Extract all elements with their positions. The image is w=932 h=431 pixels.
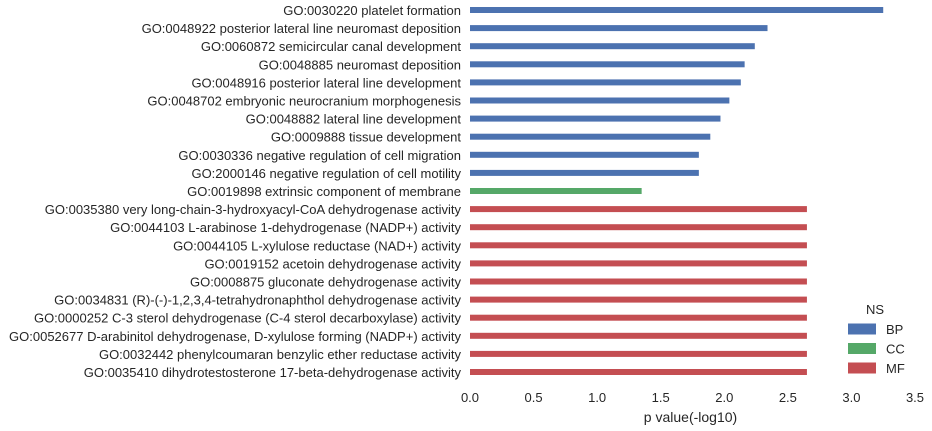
category-label: GO:0048916 posterior lateral line develo… (191, 75, 461, 90)
category-label: GO:0008875 gluconate dehydrogenase activ… (190, 275, 462, 290)
x-tick-label: 2.5 (779, 390, 797, 405)
category-label: GO:0019152 acetoin dehydrogenase activit… (204, 256, 461, 271)
category-label: GO:0030220 platelet formation (283, 3, 461, 18)
bar-bp (470, 43, 755, 50)
bar-bp (470, 25, 768, 32)
bars-group (470, 7, 884, 375)
x-tick-label: 2.0 (715, 390, 733, 405)
bar-bp (470, 115, 721, 122)
category-label: GO:0035380 very long-chain-3-hydroxyacyl… (45, 202, 462, 217)
x-axis-title: p value(-log10) (644, 409, 737, 425)
bar-bp (470, 151, 699, 158)
legend-label-bp: BP (886, 322, 903, 337)
category-label: GO:0009888 tissue development (271, 130, 461, 145)
category-label: GO:0035410 dihydrotestosterone 17-beta-d… (84, 365, 462, 380)
bar-bp (470, 61, 745, 68)
bar-bp (470, 133, 711, 140)
bar-mf (470, 242, 807, 249)
x-tick-label: 1.5 (652, 390, 670, 405)
bar-mf (470, 278, 807, 285)
category-label: GO:0034831 (R)-(-)-1,2,3,4-tetrahydronap… (54, 293, 461, 308)
category-label: GO:0052677 D-arabinitol dehydrogenase, D… (9, 329, 461, 344)
bar-mf (470, 296, 807, 303)
bar-mf (470, 369, 807, 375)
bar-bp (470, 97, 730, 104)
category-labels: GO:0030220 platelet formation GO:0048922 … (9, 3, 461, 380)
category-label: GO:0044105 L-xylulose reductase (NAD+) a… (173, 238, 461, 253)
bar-bp (470, 169, 699, 176)
legend-title: NS (866, 302, 884, 317)
legend: NS BP CC MF (848, 302, 905, 376)
category-label: GO:0048885 neuromast deposition (259, 57, 461, 72)
bar-mf (470, 224, 807, 231)
x-tick-label: 3.5 (906, 390, 924, 405)
bar-mf (470, 206, 807, 213)
bar-mf (470, 332, 807, 339)
legend-swatch-mf (848, 362, 876, 374)
bar-mf (470, 314, 807, 321)
category-label: GO:0000252 C-3 sterol dehydrogenase (C-4… (34, 311, 462, 326)
legend-swatch-cc (848, 343, 876, 354)
bar-mf (470, 260, 807, 267)
x-tick-label: 0.0 (461, 390, 479, 405)
category-label: GO:0048922 posterior lateral line neurom… (142, 21, 461, 36)
category-label: GO:0048702 embryonic neurocranium morpho… (147, 94, 461, 109)
category-label: GO:0019898 extrinsic component of membra… (187, 184, 461, 199)
legend-label-cc: CC (886, 342, 905, 357)
category-label: GO:2000146 negative regulation of cell m… (191, 166, 461, 181)
x-tick-label: 3.0 (842, 390, 860, 405)
bar-bp (470, 79, 741, 86)
category-label: GO:0060872 semicircular canal developmen… (201, 39, 462, 54)
x-tick-label: 0.5 (525, 390, 543, 405)
category-label: GO:0030336 negative regulation of cell m… (178, 148, 461, 163)
category-label: GO:0032442 phenylcoumaran benzylic ether… (99, 347, 462, 362)
legend-swatch-bp (848, 323, 876, 335)
x-tick-label: 1.0 (588, 390, 606, 405)
x-axis-ticks: 0.0 0.5 1.0 1.5 2.0 2.5 3.0 3.5 (461, 390, 924, 405)
bar-mf (470, 350, 807, 357)
legend-label-mf: MF (886, 361, 905, 376)
category-label: GO:0048882 lateral line development (246, 112, 462, 127)
category-label: GO:0044103 L-arabinose 1-dehydrogenase (… (110, 220, 461, 235)
bar-cc (470, 188, 642, 194)
bar-bp (470, 7, 884, 13)
